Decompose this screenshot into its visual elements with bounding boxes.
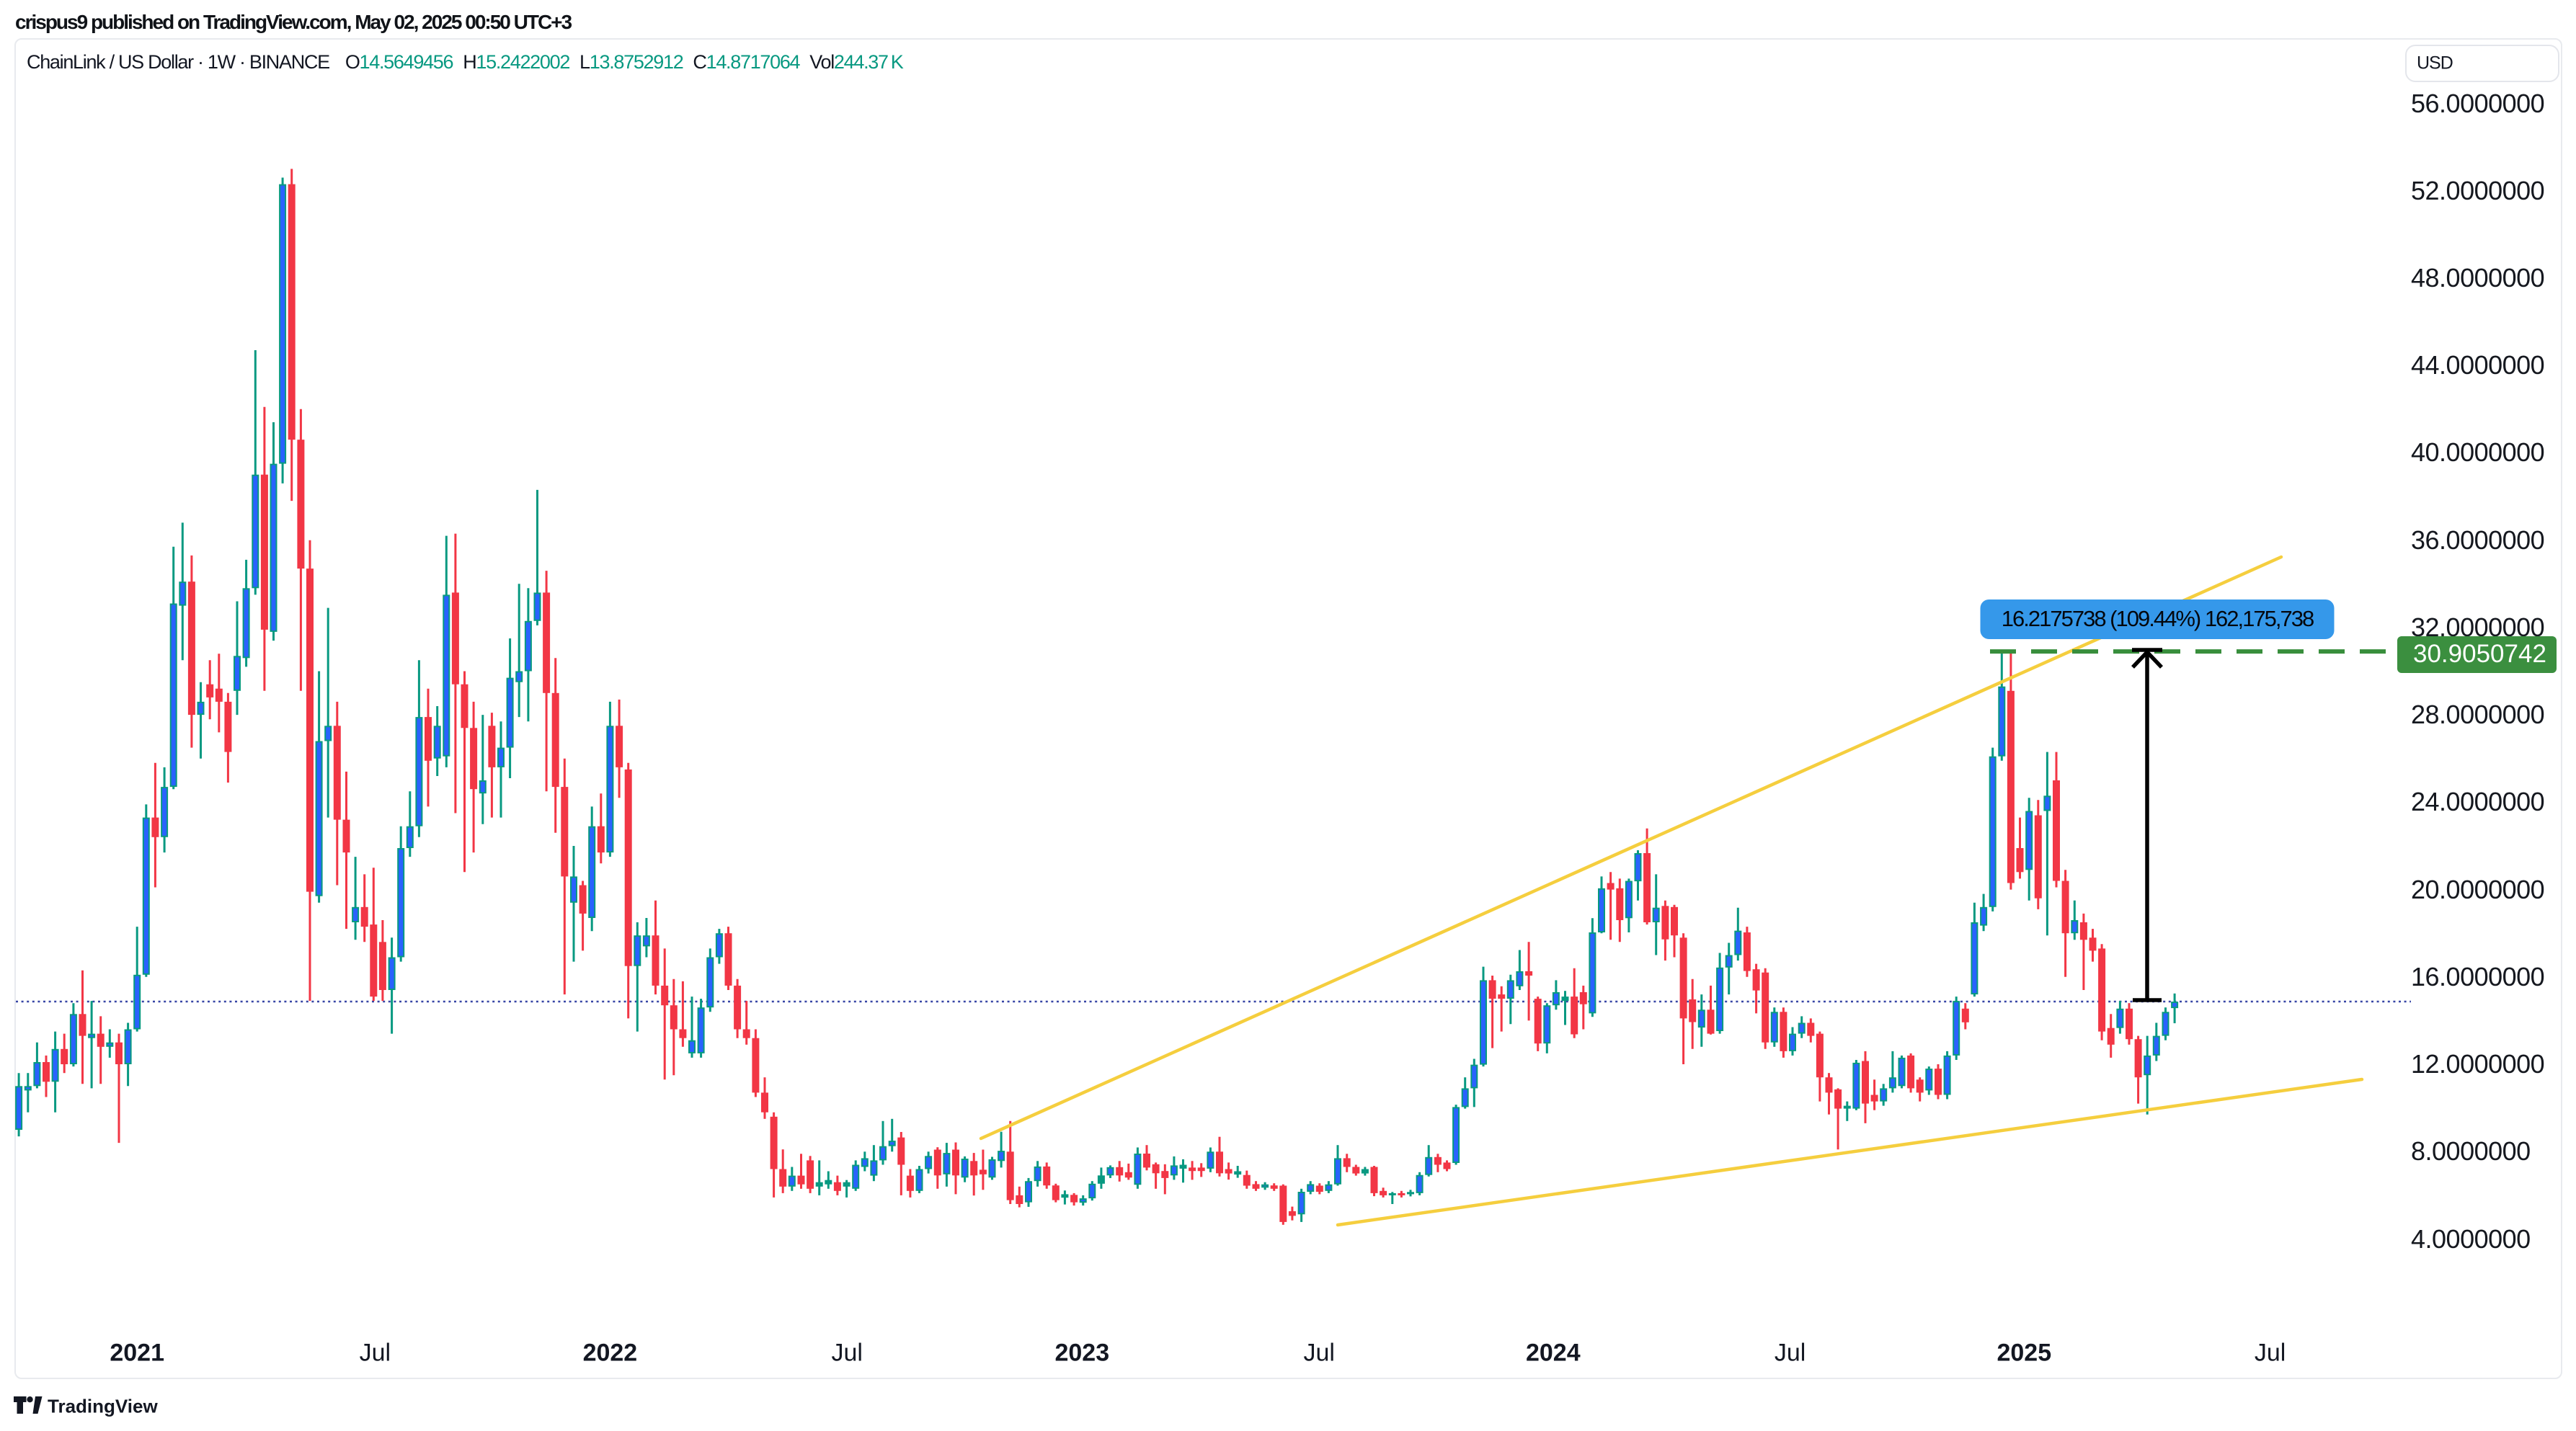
svg-text:16.2175738 (109.44%) 162,175,7: 16.2175738 (109.44%) 162,175,738 xyxy=(2002,606,2314,631)
